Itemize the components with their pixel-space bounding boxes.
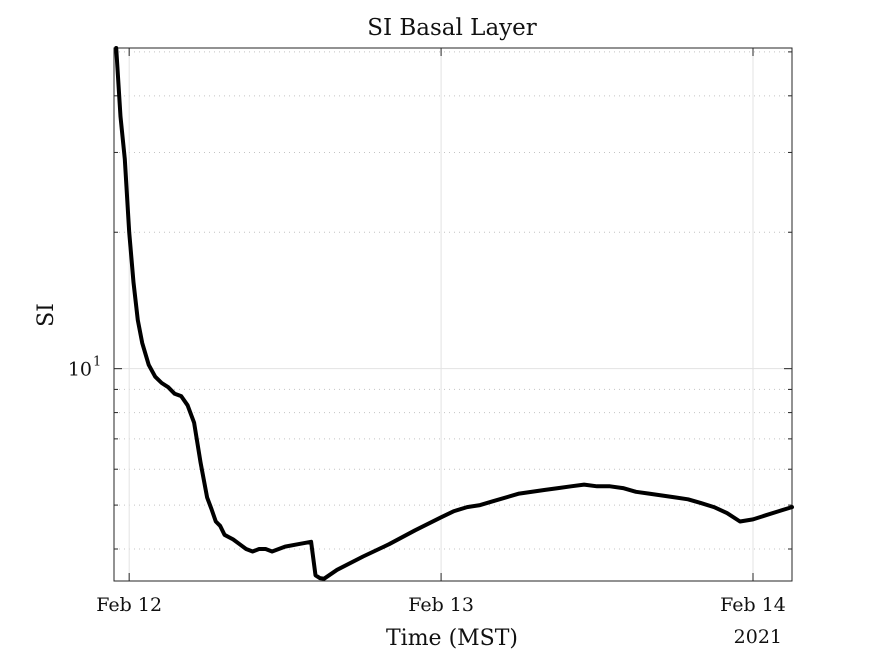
y-tick-exponent: 1 — [93, 355, 101, 370]
y-axis-label: SI — [34, 303, 59, 327]
x-axis-label: Time (MST) — [386, 626, 518, 651]
x-tick-label: Feb 12 — [96, 594, 162, 616]
tick-labels: 10 1 Feb 12 Feb 13 Feb 14 — [68, 355, 786, 616]
x-tick-label: Feb 13 — [408, 594, 474, 616]
chart-title: SI Basal Layer — [367, 15, 537, 41]
y-tick-label: 10 — [68, 359, 92, 381]
si-series-line — [114, 46, 794, 581]
x-axis-year-label: 2021 — [734, 626, 782, 648]
x-tick-label: Feb 14 — [720, 594, 786, 616]
grid-lines — [114, 48, 792, 581]
plot-frame — [113, 47, 793, 582]
axis-ticks — [114, 48, 792, 581]
